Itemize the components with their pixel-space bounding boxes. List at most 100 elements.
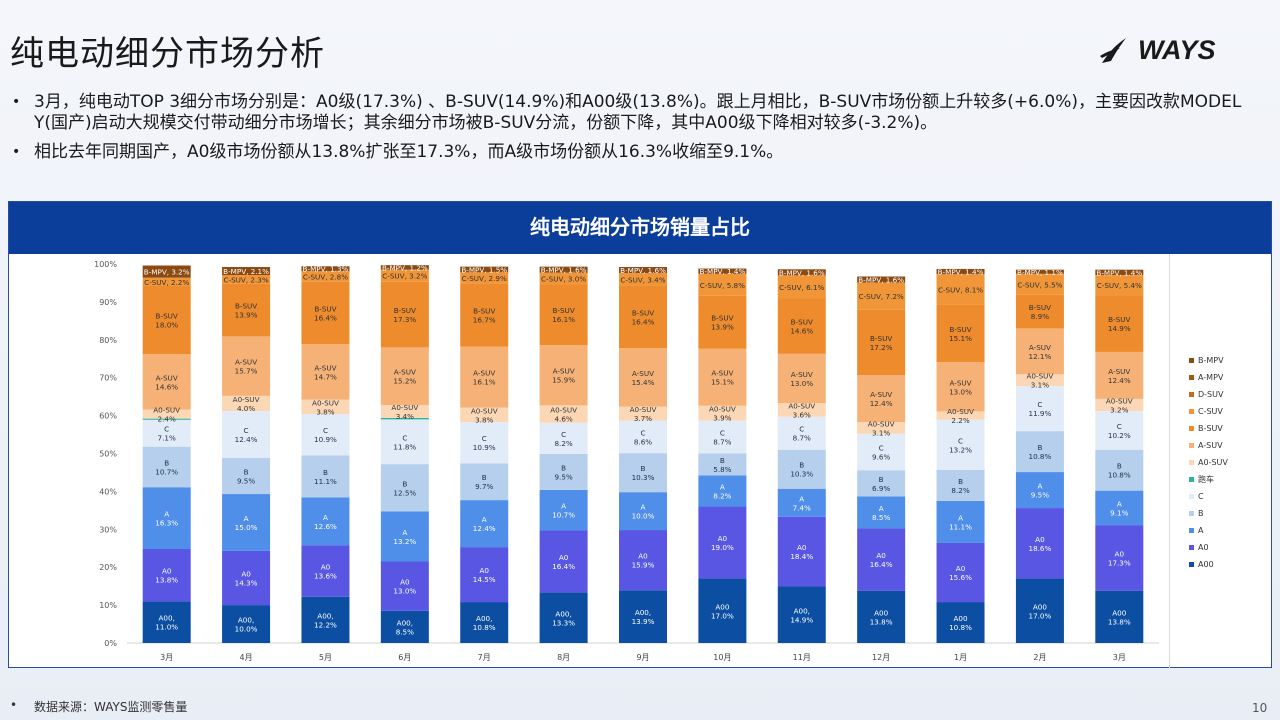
bar-segment	[539, 422, 588, 454]
data-label: A-SUV 14.7%	[314, 363, 337, 381]
data-label: A-SUV 15.7%	[235, 358, 258, 376]
x-tick-label: 3月	[1113, 653, 1126, 662]
data-label: B 12.5%	[393, 479, 416, 497]
data-label: B-SUV 16.4%	[632, 309, 655, 327]
bar-segment	[460, 407, 509, 423]
legend-item: D-SUV	[1189, 386, 1228, 403]
data-label: B 10.3%	[790, 461, 813, 479]
bar-segment	[142, 418, 191, 420]
bar-segment	[539, 453, 588, 490]
legend-swatch	[1189, 460, 1194, 465]
y-tick-label: 10%	[99, 601, 117, 610]
data-label: B-SUV 15.1%	[949, 325, 972, 343]
bar-segment	[777, 275, 826, 299]
data-label: A-SUV 15.9%	[552, 367, 575, 385]
data-label: B-MPV, 1.5%	[461, 265, 507, 274]
bar-segment	[460, 547, 509, 603]
data-label: B-MPV, 1.4%	[1096, 268, 1142, 277]
bar-segment	[142, 285, 191, 355]
bar-segment	[380, 511, 429, 562]
bar-segment	[936, 268, 985, 275]
bar-segment	[698, 453, 747, 476]
bar-segment	[619, 453, 667, 493]
data-label: A0-SUV 3.4%	[391, 403, 418, 421]
y-tick-label: 90%	[99, 298, 117, 307]
legend-label: A-MPV	[1198, 373, 1224, 382]
y-tick-label: 50%	[99, 450, 117, 459]
bar-segment	[222, 550, 271, 606]
data-label: A00, 13.9%	[632, 608, 655, 626]
data-label: B 10.7%	[155, 458, 178, 476]
data-label: C-SUV, 7.2%	[859, 292, 904, 301]
stacked-bar-chart: 0% 10% 20% 30% 40% 50% 60% 70% 80% 90% 100% 3月 4月 5月 6…	[94, 260, 1159, 662]
bullet-dot: •	[12, 144, 21, 160]
bar-segment	[857, 422, 906, 434]
bar-segment	[539, 266, 588, 273]
data-label: A0 16.4%	[552, 553, 575, 571]
data-label: A0 16.4%	[870, 551, 893, 569]
legend-item: B-MPV	[1189, 352, 1228, 369]
data-label: C-SUV, 3.0%	[541, 274, 586, 283]
bar-segment	[301, 596, 350, 643]
data-label: B-MPV, 2.1%	[223, 267, 269, 276]
legend-swatch	[1189, 375, 1194, 380]
x-tick-label: 3月	[160, 653, 173, 662]
bar-segment	[619, 530, 667, 591]
bar-segment	[1015, 386, 1064, 432]
data-label: B-MPV, 1.6%	[779, 268, 825, 277]
bar-segment	[539, 345, 588, 406]
legend-label: B-SUV	[1198, 424, 1223, 433]
bar-segment	[539, 284, 588, 346]
bar-segment	[539, 592, 588, 643]
data-label: A-SUV 13.0%	[790, 370, 813, 388]
bar-segment	[936, 304, 985, 363]
data-label: C-SUV, 5.5%	[1017, 280, 1062, 289]
legend-swatch	[1189, 477, 1194, 482]
y-tick-label: 80%	[99, 336, 117, 345]
data-label: B-SUV 13.9%	[235, 302, 258, 320]
bar-segment	[777, 449, 826, 489]
data-label: B 9.5%	[237, 468, 255, 486]
bar-segment	[777, 586, 826, 643]
bar-segment	[857, 496, 906, 529]
logo-text: WAYS	[1138, 34, 1216, 65]
bar-segment	[222, 274, 271, 284]
data-label: B 6.9%	[872, 475, 890, 493]
legend-item: A	[1189, 522, 1228, 539]
data-label: C-SUV, 5.8%	[700, 281, 745, 290]
data-label: A-SUV 12.4%	[1108, 367, 1131, 385]
bar-segment	[380, 610, 429, 643]
y-tick-label: 70%	[99, 374, 117, 383]
bar-segment	[142, 419, 191, 447]
bar-segment	[777, 298, 826, 354]
legend-item: A0	[1189, 539, 1228, 556]
data-label: C 10.9%	[473, 434, 496, 452]
legend-label: A0-SUV	[1198, 458, 1228, 467]
bar-segment	[698, 268, 747, 274]
x-tick-label: 11月	[793, 653, 811, 662]
bar-segment	[222, 494, 271, 551]
data-label: A00 13.8%	[1108, 608, 1131, 626]
x-tick-label: 10月	[713, 653, 731, 662]
bar-segment	[777, 269, 826, 276]
bullet-text: 相比去年同期国产，A0级市场份额从13.8%扩张至17.3%，而A级市场份额从1…	[34, 142, 784, 162]
bar-segment	[301, 271, 350, 282]
legend-item: A0-SUV	[1189, 454, 1228, 471]
data-label: A0-SUV 3.1%	[1027, 372, 1054, 390]
ways-logo-mark-icon	[1100, 38, 1126, 63]
bar-segment	[777, 488, 826, 517]
data-label: A-SUV 15.4%	[632, 369, 655, 387]
bar-segment	[142, 277, 191, 286]
bar-segment	[222, 395, 271, 412]
bar-segment	[142, 487, 191, 550]
data-label: B-SUV 17.2%	[870, 334, 893, 352]
legend-label: A0	[1198, 543, 1209, 552]
bar-segment	[936, 542, 985, 603]
data-label: A0 13.8%	[155, 567, 178, 585]
legend-item: B	[1189, 505, 1228, 522]
data-label: A0 19.0%	[711, 534, 734, 552]
data-label: B-MPV, 1.1%	[1017, 268, 1063, 277]
bar-segment	[380, 269, 429, 282]
bar-segment	[222, 411, 271, 459]
data-label: A 12.4%	[473, 515, 496, 533]
